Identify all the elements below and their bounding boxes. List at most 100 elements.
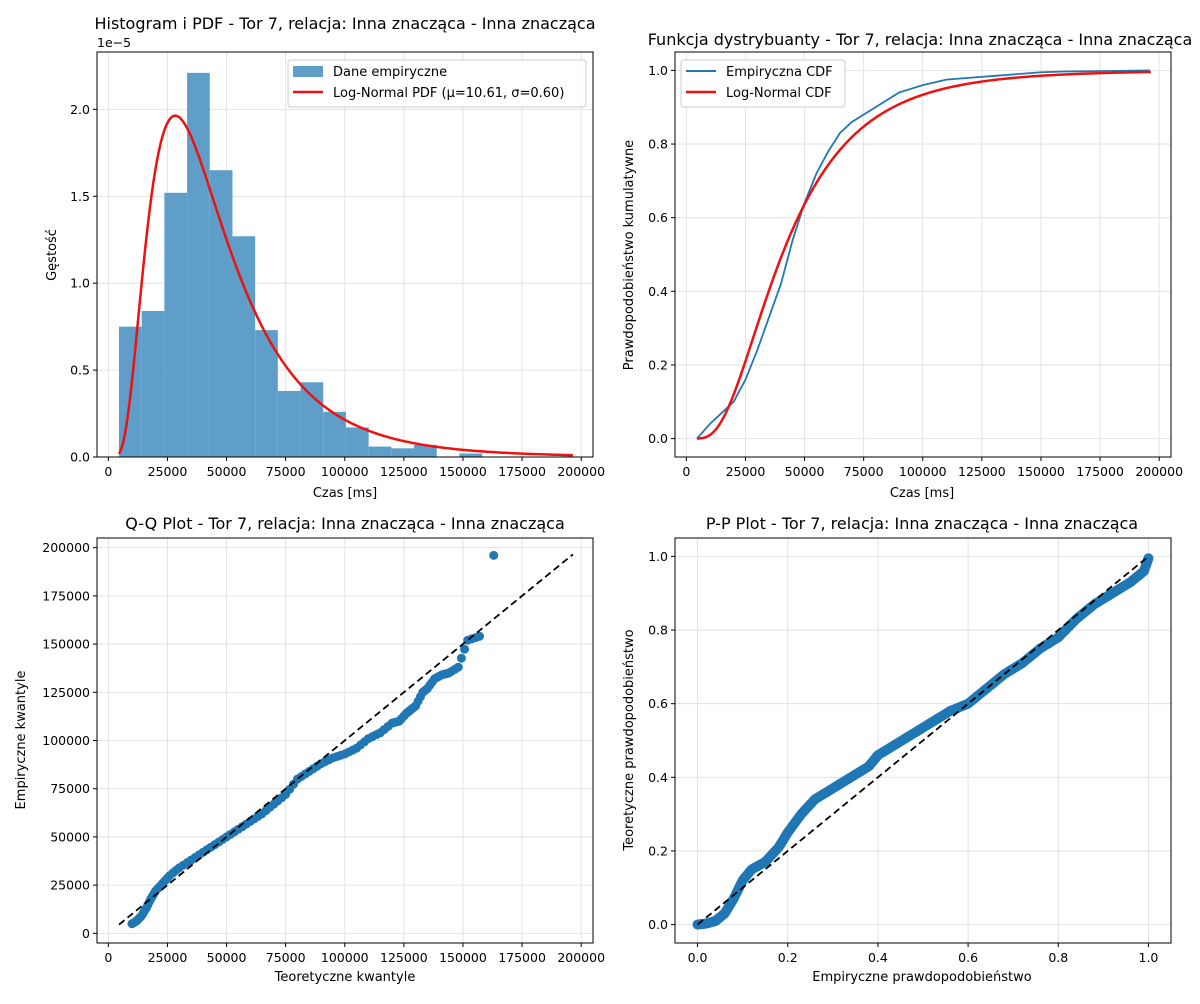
legend-label-pdf: Log-Normal PDF (μ=10.61, σ=0.60) [333,86,564,101]
histogram-pdf-plot: Histogram i PDF - Tor 7, relacja: Inna z… [45,14,605,501]
histogram-legend: Dane empiryczne Log-Normal PDF (μ=10.61,… [287,59,587,108]
histogram-y-offset-label: 1e−5 [97,35,131,50]
x-tick-label: 25000 [148,950,188,965]
x-tick-label: 0.0 [688,950,708,965]
pp-reference-line [696,555,1150,926]
histogram-bar [141,310,165,457]
histogram-bar [255,330,278,457]
cdf-plot: Funkcja dystrybuanty - Tor 7, relacja: I… [622,30,1192,501]
y-tick-label: 0.2 [648,357,668,372]
qq-point [453,662,463,672]
y-tick-label: 1.0 [70,276,90,291]
qq-point [475,631,485,641]
x-tick-label: 0.2 [778,950,798,965]
y-tick-label: 0.6 [648,210,668,225]
cdf-x-label: Czas [ms] [890,486,954,501]
pp-plot: P-P Plot - Tor 7, relacja: Inna znacząca… [622,514,1172,985]
legend-label-empirical: Dane empiryczne [333,65,447,80]
histogram-title: Histogram i PDF - Tor 7, relacja: Inna z… [94,14,595,33]
y-tick-label: 150000 [42,637,90,652]
x-tick-label: 50000 [207,950,247,965]
x-tick-label: 0 [104,464,112,479]
x-tick-label: 100000 [321,464,369,479]
x-tick-label: 1.0 [1139,950,1159,965]
cdf-legend: Empiryczna CDF Log-Normal CDF [680,59,846,108]
histogram-legend-box [287,59,587,108]
x-tick-label: 75000 [266,950,306,965]
empirical-cdf-line [696,69,1150,440]
x-tick-label: 150000 [1017,464,1065,479]
x-tick-label: 0.8 [1048,950,1068,965]
histogram-bar [300,382,324,457]
x-tick-label: 0.4 [868,950,888,965]
qq-y-label: Empiryczne kwantyle [14,671,29,810]
y-tick-label: 0 [82,926,90,941]
cdf-legend-box [680,59,846,108]
x-tick-label: 25000 [148,464,188,479]
x-tick-label: 175000 [1076,464,1124,479]
x-tick-label: 150000 [439,464,487,479]
cdf-title: Funkcja dystrybuanty - Tor 7, relacja: I… [648,30,1193,49]
x-tick-label: 50000 [785,464,825,479]
x-tick-label: 125000 [958,464,1006,479]
y-tick-label: 0.8 [648,137,668,152]
pp-x-label: Empiryczne prawdopodobieństwo [812,970,1032,985]
y-tick-label: 200000 [42,540,90,555]
y-tick-label: 1.0 [648,63,668,78]
lognormal-cdf-line [696,70,1151,440]
legend-label-lognormal-cdf: Log-Normal CDF [726,86,832,101]
qq-point [489,550,499,560]
cdf-y-label: Prawdopodobieństwo kumulatywne [622,140,637,370]
y-tick-label: 0.0 [648,917,668,932]
pdf-curve [117,114,573,457]
y-tick-label: 0.0 [70,450,90,465]
histogram-bar [414,444,437,457]
y-tick-label: 50000 [50,829,90,844]
x-tick-label: 200000 [557,950,605,965]
histogram-bar [209,170,233,457]
histogram-bar [323,411,346,457]
y-tick-label: 2.0 [70,102,90,117]
y-tick-label: 1.0 [648,549,668,564]
histogram-bar [459,453,483,457]
y-tick-label: 175000 [42,588,90,603]
pp-axes-frame [674,537,1172,944]
y-tick-label: 1.5 [70,189,90,204]
pp-point [1143,553,1154,564]
y-tick-label: 0.2 [648,843,668,858]
legend-patch-empirical [293,66,323,77]
x-tick-label: 75000 [844,464,884,479]
qq-x-label: Teoretyczne kwantyle [274,970,416,985]
y-tick-label: 125000 [42,685,90,700]
histogram-x-label: Czas [ms] [313,486,377,501]
y-tick-label: 0.6 [648,696,668,711]
histogram-y-label: Gęstość [45,229,60,281]
y-tick-label: 75000 [50,781,90,796]
pp-title: P-P Plot - Tor 7, relacja: Inna znacząca… [706,514,1138,533]
qq-point [456,653,466,663]
y-tick-label: 0.4 [648,770,668,785]
x-tick-label: 125000 [380,950,428,965]
x-tick-label: 0 [682,464,690,479]
histogram-bar [232,236,256,457]
histogram-bar [277,390,301,457]
x-tick-label: 125000 [380,464,428,479]
y-tick-label: 0.4 [648,284,668,299]
qq-point [460,644,470,654]
y-tick-label: 100000 [42,733,90,748]
x-tick-label: 50000 [207,464,247,479]
x-tick-label: 25000 [726,464,766,479]
x-tick-label: 0 [104,950,112,965]
qq-plot: Q-Q Plot - Tor 7, relacja: Inna znacząca… [14,514,605,985]
histogram-bar [368,446,392,457]
histogram-bar [187,72,210,457]
y-tick-label: 25000 [50,878,90,893]
x-tick-label: 175000 [498,464,546,479]
x-tick-label: 75000 [266,464,306,479]
histogram-bar [164,192,188,457]
x-tick-label: 200000 [1135,464,1183,479]
x-tick-label: 150000 [439,950,487,965]
y-tick-label: 0.5 [70,363,90,378]
